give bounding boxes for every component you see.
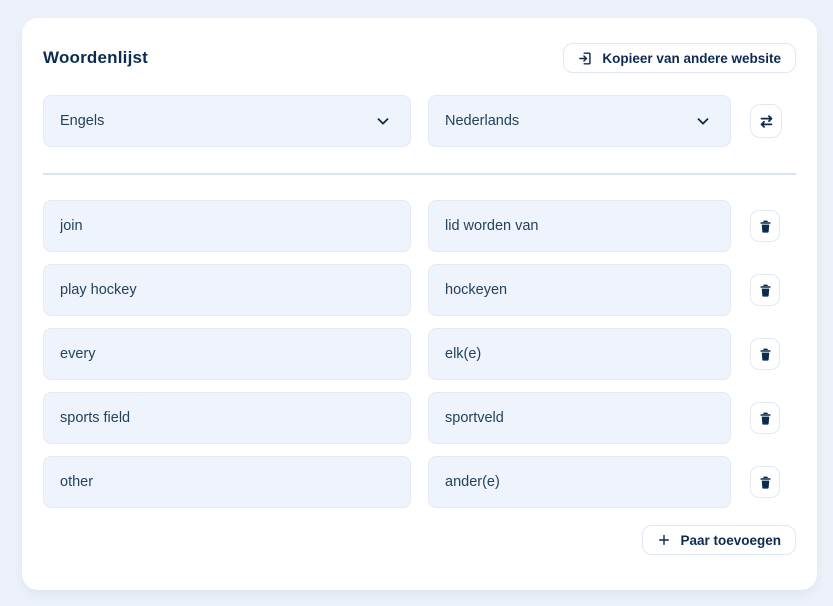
add-pair-label: Paar toevoegen: [680, 532, 781, 548]
copy-from-other-website-button[interactable]: Kopieer van andere website: [563, 43, 796, 73]
language-selector-row: Engels Nederlands: [43, 95, 796, 147]
trash-icon: [758, 475, 773, 490]
word-pair-row: [43, 392, 796, 444]
definition-input[interactable]: [428, 456, 731, 508]
word-pairs-list: [43, 200, 796, 508]
trash-icon: [758, 219, 773, 234]
page-title: Woordenlijst: [43, 48, 149, 67]
target-language-value: Nederlands: [445, 113, 520, 129]
definition-input[interactable]: [428, 200, 731, 252]
word-pair-row: [43, 328, 796, 380]
definition-input[interactable]: [428, 392, 731, 444]
plus-icon: [657, 533, 671, 547]
delete-pair-button[interactable]: [750, 274, 780, 306]
copy-from-other-website-label: Kopieer van andere website: [602, 50, 781, 66]
word-pair-row: [43, 200, 796, 252]
word-pair-row: [43, 456, 796, 508]
term-input[interactable]: [43, 392, 411, 444]
delete-pair-button[interactable]: [750, 210, 780, 242]
term-input[interactable]: [43, 328, 411, 380]
term-input[interactable]: [43, 456, 411, 508]
chevron-down-icon: [374, 112, 392, 130]
trash-icon: [758, 283, 773, 298]
card-header: Woordenlijst Kopieer van andere website: [43, 43, 796, 73]
source-language-value: Engels: [60, 113, 105, 129]
swap-arrows-icon: [758, 113, 775, 130]
word-pair-row: [43, 264, 796, 316]
source-language-select[interactable]: Engels: [43, 95, 411, 147]
import-document-icon: [578, 51, 593, 66]
definition-input[interactable]: [428, 264, 731, 316]
delete-pair-button[interactable]: [750, 338, 780, 370]
trash-icon: [758, 411, 773, 426]
term-input[interactable]: [43, 264, 411, 316]
target-language-select[interactable]: Nederlands: [428, 95, 731, 147]
trash-icon: [758, 347, 773, 362]
definition-input[interactable]: [428, 328, 731, 380]
add-pair-button[interactable]: Paar toevoegen: [642, 525, 796, 555]
delete-pair-button[interactable]: [750, 466, 780, 498]
card-footer: Paar toevoegen: [43, 525, 796, 555]
term-input[interactable]: [43, 200, 411, 252]
wordlist-card: Woordenlijst Kopieer van andere website …: [22, 18, 817, 590]
chevron-down-icon: [694, 112, 712, 130]
swap-languages-button[interactable]: [750, 104, 782, 138]
section-divider: [43, 173, 796, 175]
delete-pair-button[interactable]: [750, 402, 780, 434]
